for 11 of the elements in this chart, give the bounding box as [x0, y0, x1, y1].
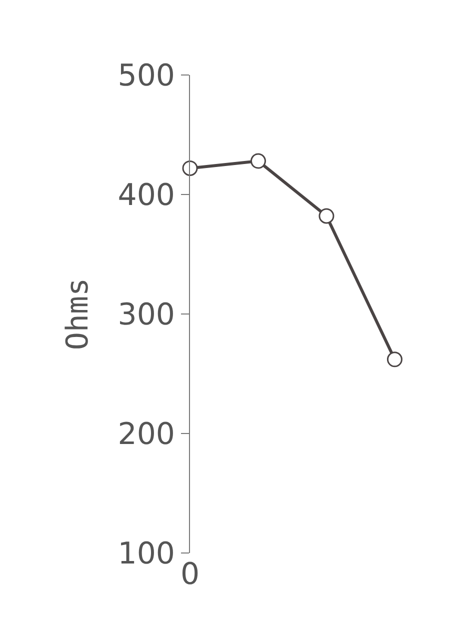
- point: [318, 208, 334, 224]
- y-tick-label: 300: [118, 298, 175, 332]
- point: [250, 153, 266, 169]
- y-tick-label: 500: [118, 58, 175, 94]
- y-tick-label: 100: [118, 536, 175, 572]
- y-tick-label: 200: [118, 417, 175, 452]
- point: [182, 160, 198, 176]
- point: [386, 352, 402, 368]
- x-tick-label: 0: [180, 557, 200, 592]
- y-axis-title: Ohms: [60, 278, 96, 350]
- y-tick-label: 400: [118, 178, 175, 213]
